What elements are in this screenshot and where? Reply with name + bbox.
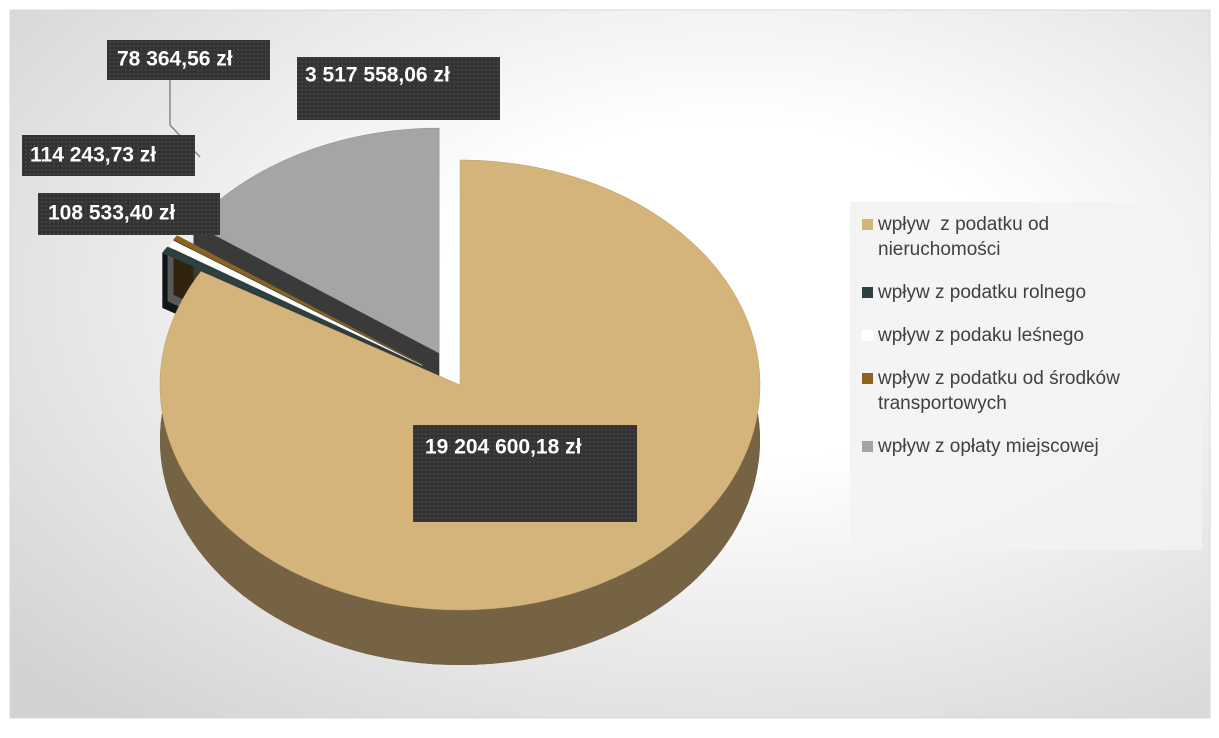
legend-swatch bbox=[862, 373, 873, 384]
legend-item: wpływ z opłaty miejscowej bbox=[858, 434, 1148, 459]
legend-swatch bbox=[862, 441, 873, 452]
legend-label: wpływ z podaku leśnego bbox=[878, 325, 1084, 346]
legend-swatch bbox=[862, 287, 873, 298]
slice bbox=[193, 127, 440, 354]
legend-item: wpływ z podaku leśnego bbox=[858, 323, 1148, 348]
legend: wpływ z podatku od nieruchomości wpływ z … bbox=[850, 202, 1202, 550]
label-box bbox=[22, 135, 195, 176]
data-label: 78 364,56 zł bbox=[117, 48, 233, 71]
data-label: 3 517 558,06 zł bbox=[305, 64, 450, 87]
legend-label: wpływ z opłaty miejscowej bbox=[878, 436, 1099, 457]
legend-item: wpływ z podatku od środków transportowyc… bbox=[858, 366, 1148, 416]
data-label: 19 204 600,18 zł bbox=[425, 436, 582, 459]
legend-item: wpływ z podatku rolnego bbox=[858, 280, 1148, 305]
legend-item: wpływ z podatku od nieruchomości bbox=[858, 212, 1148, 262]
legend-label: wpływ z podatku od nieruchomości bbox=[878, 214, 1055, 260]
slice bbox=[167, 240, 423, 366]
legend-swatch bbox=[862, 219, 873, 230]
legend-swatch bbox=[862, 330, 873, 341]
label-box bbox=[107, 40, 270, 80]
legend-label: wpływ z podatku rolnego bbox=[878, 282, 1087, 303]
data-label: 108 533,40 zł bbox=[48, 202, 175, 225]
label-box bbox=[413, 425, 637, 522]
slice bbox=[162, 246, 422, 367]
label-box bbox=[38, 193, 220, 235]
slice bbox=[173, 235, 424, 365]
label-box bbox=[297, 57, 500, 120]
data-labels: 19 204 600,18 zł 108 533,40 zł 114 243,73 … bbox=[22, 40, 637, 522]
data-label: 114 243,73 zł bbox=[30, 144, 156, 167]
legend-label: wpływ z podatku od środków transportowyc… bbox=[878, 368, 1126, 414]
